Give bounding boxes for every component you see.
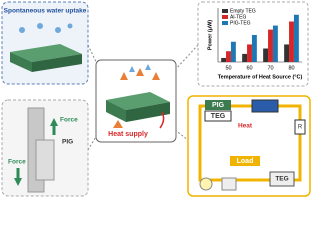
bar — [263, 48, 269, 62]
heat: Heat — [238, 123, 253, 130]
x-tick-label: 60 — [246, 65, 252, 71]
slab-front — [32, 54, 82, 72]
bar — [268, 29, 273, 63]
legend-swatch — [222, 15, 228, 19]
legend-swatch — [222, 21, 228, 25]
arrow-down — [14, 178, 22, 186]
legend-swatch — [222, 9, 228, 13]
module — [251, 99, 279, 113]
resistor-box — [294, 119, 306, 135]
graphical-abstract: Spontaneous water uptake Force PIG Force… — [1, 1, 311, 197]
bar — [230, 41, 236, 62]
arrow-up — [50, 118, 58, 126]
bar — [242, 53, 248, 62]
y-label: Power (μW) — [207, 20, 213, 50]
plate-2 — [35, 139, 55, 181]
legend-label: Empty TEG — [230, 8, 256, 14]
heat-in-arrow — [113, 120, 123, 128]
legend-label: PIG-TEG — [230, 20, 251, 26]
heat-out-arrows — [120, 68, 160, 80]
chart: Power (μW) Temperature of Heat Source (°C… — [207, 8, 302, 80]
teg: TEG — [211, 113, 226, 120]
resistor: R — [298, 125, 303, 131]
slab-side — [10, 52, 32, 72]
force-top: Force — [60, 117, 78, 124]
bar — [272, 25, 278, 62]
heat-supply: Heat supply — [108, 131, 148, 138]
force-bottom: Force — [8, 159, 26, 166]
pig: PIG — [212, 102, 225, 109]
bar — [289, 21, 294, 62]
teg-box — [204, 110, 232, 122]
pig-label: PIG — [62, 139, 73, 146]
slab-top — [10, 44, 82, 62]
pig-box — [205, 100, 231, 110]
device-side — [106, 100, 126, 122]
water-label: Spontaneous water uptake — [4, 8, 87, 15]
water-drops — [19, 23, 73, 33]
connectors — [87, 44, 199, 151]
legend-label: Al-TEG — [230, 14, 247, 20]
teg2: TEG — [275, 176, 288, 183]
meter — [221, 177, 237, 191]
bulb — [199, 177, 213, 191]
x-label: Temperature of Heat Source (°C) — [218, 74, 303, 80]
load-box — [230, 156, 260, 166]
x-tick-label: 70 — [267, 65, 273, 71]
x-tick-label: 80 — [288, 65, 294, 71]
teg2-box — [269, 171, 295, 187]
bar — [247, 44, 252, 62]
bar — [293, 14, 299, 62]
vapor-arrows — [129, 64, 151, 72]
load: Load — [237, 158, 254, 165]
bar — [284, 44, 290, 62]
device-front — [126, 102, 170, 122]
bar — [221, 57, 227, 62]
bar — [251, 35, 257, 62]
heat-curve — [159, 111, 165, 129]
x-tick-label: 50 — [225, 65, 231, 71]
bar — [226, 51, 231, 62]
device-top — [106, 92, 170, 110]
